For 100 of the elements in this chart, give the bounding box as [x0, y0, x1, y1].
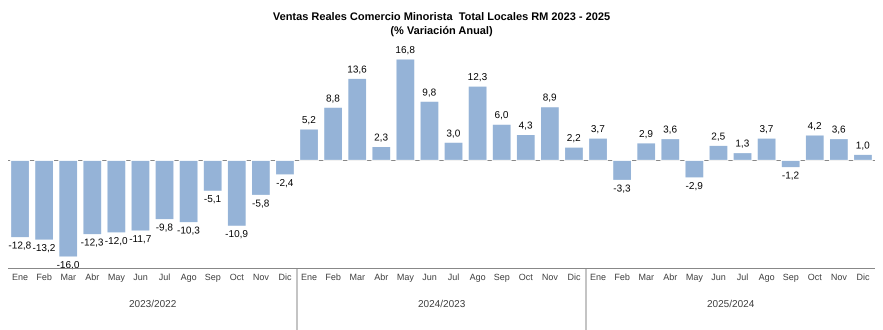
text: 2024/2023 [418, 299, 466, 310]
bar [540, 106, 560, 161]
bar [250, 160, 271, 196]
data-label: -12,3 [80, 238, 104, 249]
data-label: 12,3 [468, 72, 488, 84]
x-tick-label: Ene [12, 272, 28, 282]
data-label: -16,0 [56, 260, 80, 271]
x-tick-label: Jul [158, 272, 170, 282]
x-tick-label: May [396, 272, 414, 282]
bar [226, 160, 247, 227]
data-label: -3,3 [613, 183, 631, 194]
data-label: 16,8 [395, 45, 416, 56]
data-label: 4,3 [518, 120, 533, 132]
bar [323, 106, 344, 161]
data-label: 1,3 [735, 138, 750, 150]
x-tick-label: May [686, 272, 704, 282]
x-tick-label: Feb [325, 272, 341, 282]
bar [82, 160, 102, 236]
data-label: 13,6 [347, 64, 368, 76]
bar [34, 160, 54, 241]
data-label: -1,2 [782, 170, 800, 182]
x-tick-label: Ago [758, 272, 775, 282]
data-label: -12,0 [104, 236, 128, 247]
x-tick-label: Feb [36, 272, 52, 282]
x-tick-label: Jul [448, 272, 460, 282]
data-label: 3,6 [832, 124, 846, 136]
data-label: 3,7 [590, 124, 606, 136]
bar [58, 160, 78, 258]
bar [420, 100, 440, 161]
chart-title: Ventas Reales Comercio Minorista Total Locales RM 2023 - 2025 [272, 10, 610, 23]
x-tick-label: Mar [349, 272, 365, 282]
bar [780, 160, 801, 168]
x-tick-label: May [108, 272, 126, 282]
bar [732, 152, 752, 161]
bar [130, 160, 150, 232]
x-tick-label: Nov [252, 272, 270, 282]
data-label: 3,6 [663, 124, 678, 136]
x-tick-label: Abr [663, 272, 678, 282]
x-tick-label: Jul [736, 272, 748, 282]
bar [708, 144, 728, 161]
data-label: -5,8 [252, 198, 270, 210]
x-tick-label: Feb [614, 272, 630, 282]
bar [444, 142, 464, 161]
x-tick-label: Jun [422, 272, 437, 282]
x-tick-label: Abr [85, 272, 100, 282]
data-label: -11,7 [129, 234, 152, 246]
bar [106, 160, 126, 234]
bar [804, 134, 825, 161]
chart-subtitle: (% Variación Anual) [390, 25, 493, 38]
bar [636, 142, 656, 161]
bar [828, 138, 849, 161]
bar [347, 78, 368, 161]
bar [684, 160, 704, 178]
data-label: -10,3 [177, 226, 200, 237]
data-label: -2,4 [276, 178, 294, 189]
data-label: 9,8 [422, 87, 437, 98]
data-label: 2,2 [566, 133, 582, 144]
bar [468, 86, 488, 161]
text: 2025/2024 [707, 299, 755, 310]
x-tick-label: Ene [590, 272, 606, 282]
x-tick-label: Abr [374, 272, 388, 282]
bar [612, 160, 632, 181]
bar [492, 124, 512, 161]
bar [660, 138, 680, 161]
bar [178, 160, 199, 224]
data-label: 3,7 [759, 124, 774, 136]
data-label: 2,3 [374, 132, 388, 144]
bar [756, 138, 777, 161]
data-label: -12,8 [8, 240, 32, 252]
bar [202, 160, 223, 192]
x-tick-label: Dic [567, 272, 581, 282]
bar [395, 58, 416, 161]
data-label: 8,8 [326, 93, 340, 104]
bar [564, 146, 584, 161]
data-label: -9,8 [156, 222, 174, 234]
x-tick-label: Sep [204, 272, 221, 282]
data-label: 4,2 [808, 121, 822, 132]
x-tick-label: Sep [782, 272, 799, 282]
data-label: 6,0 [494, 110, 509, 122]
bar [371, 146, 392, 161]
bar [154, 160, 174, 220]
bar [516, 134, 536, 161]
data-label: 1,0 [856, 140, 870, 152]
x-tick-label: Jun [711, 272, 726, 282]
bar [299, 128, 319, 161]
x-tick-label: Ene [301, 272, 318, 282]
x-tick-label: Nov [830, 272, 848, 282]
x-tick-label: Mar [60, 272, 76, 282]
x-tick-label: Oct [518, 272, 534, 282]
x-tick-label: Ago [470, 272, 486, 282]
x-tick-label: Dic [856, 272, 870, 282]
data-label: 2,9 [639, 128, 654, 140]
x-tick-label: Oct [808, 272, 822, 282]
data-label: -10,9 [225, 229, 248, 240]
x-tick-label: Jun [133, 272, 148, 282]
bar [10, 160, 30, 238]
x-tick-label: Nov [542, 272, 558, 282]
x-tick-label: Oct [230, 272, 244, 282]
data-label: -5,1 [204, 194, 222, 206]
x-tick-label: Dic [278, 272, 292, 282]
